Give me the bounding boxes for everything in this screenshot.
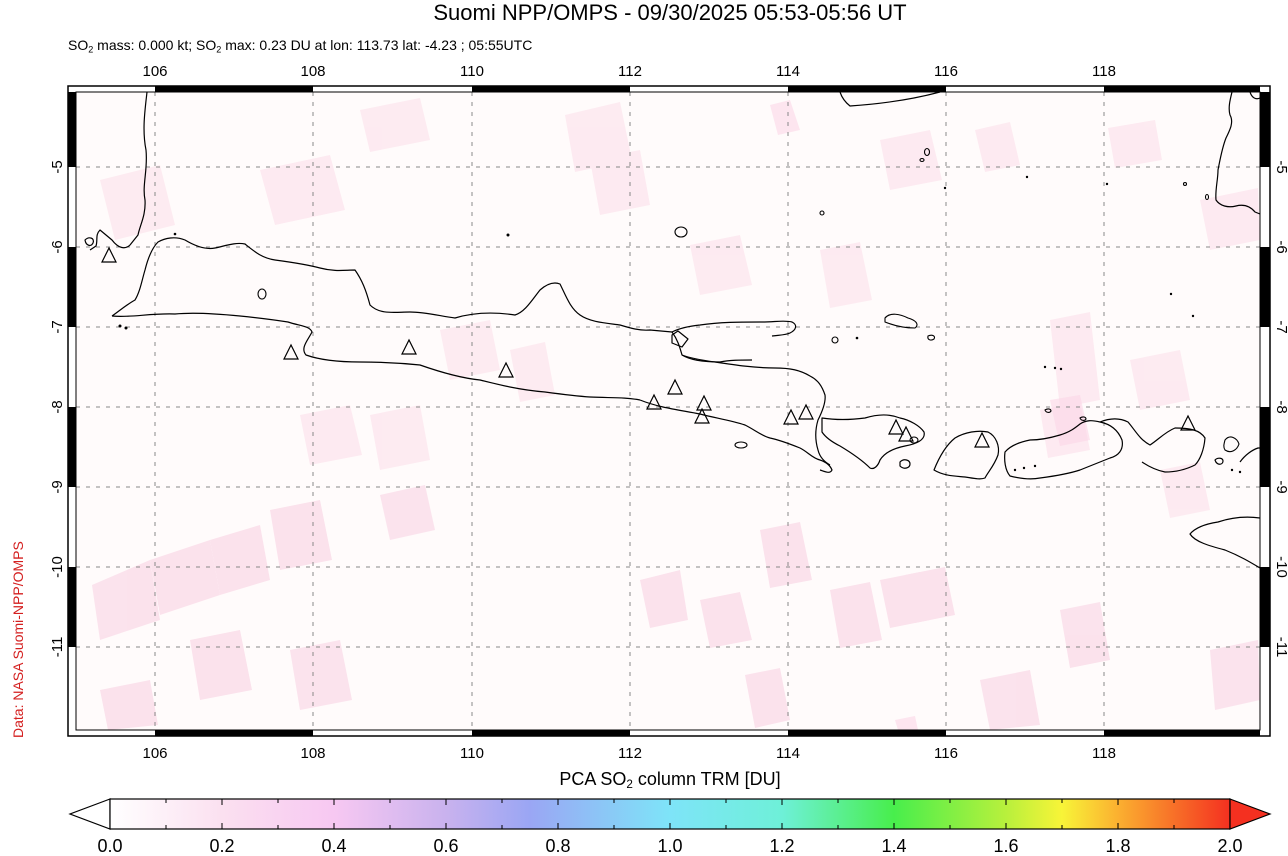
so2-label: SO — [196, 37, 217, 53]
triangle-icon — [283, 343, 299, 360]
lon-tick: 110 — [460, 63, 484, 80]
colorbar-tick: 1.8 — [1105, 836, 1131, 856]
map-title: Suomi NPP/OMPS - 09/30/2025 05:53-05:56 … — [433, 0, 907, 25]
lat-tick: -7 — [1273, 320, 1288, 333]
lat-tick: -10 — [49, 556, 66, 578]
lat-tick: -8 — [1273, 400, 1288, 413]
triangle-icon — [401, 338, 417, 355]
lat-tick: -11 — [49, 637, 66, 658]
triangle-icon — [696, 394, 712, 411]
lat-ticks-left: -5 -6 -7 -8 -9 -10 -11 — [49, 160, 66, 657]
colorbar-tick: 1.0 — [657, 836, 683, 856]
lon-tick: 116 — [934, 745, 958, 762]
colorbar-tick: 0.6 — [433, 836, 459, 856]
lat-tick: -8 — [49, 400, 66, 413]
colorbar-tick: 0.8 — [545, 836, 571, 856]
colorbar-over-arrow — [1229, 798, 1272, 830]
lon-ticks-bottom: 106 108 110 112 114 116 118 — [142, 745, 1115, 762]
colorbar-tick: 2.0 — [1217, 836, 1243, 856]
colorbar-tick: 1.2 — [769, 836, 795, 856]
so2-subscript: 2 — [88, 44, 94, 55]
lat-tick: -9 — [49, 480, 66, 493]
triangle-icon — [667, 378, 683, 395]
lat-ticks-right: -5 -6 -7 -8 -9 -10 -11 — [1273, 160, 1288, 657]
triangle-icon — [888, 418, 904, 435]
lat-tick: -6 — [49, 240, 66, 253]
so2-subscript: 2 — [216, 44, 222, 55]
lon-tick: 118 — [1092, 63, 1116, 80]
lon-ticks-top: 106 108 110 112 114 116 118 — [142, 63, 1115, 80]
colorbar-label-post: column TRM [DU] — [632, 769, 781, 789]
graticule — [76, 92, 1260, 730]
coastlines — [84, 92, 1260, 569]
triangle-icon — [783, 408, 799, 425]
map-frame — [67, 85, 1271, 737]
lon-tick: 114 — [776, 745, 800, 762]
triangle-icon — [646, 393, 662, 410]
lon-tick: 106 — [142, 745, 167, 762]
lat-tick: -5 — [49, 160, 66, 173]
so2-max-text: max: 0.23 DU at lon: 113.73 lat: -4.23 ;… — [221, 37, 533, 53]
colorbar-tick: 1.4 — [881, 836, 907, 856]
triangle-icon — [1180, 414, 1196, 431]
lon-tick: 116 — [934, 63, 958, 80]
colorbar-label-pre: PCA SO — [559, 769, 627, 789]
lat-tick: -11 — [1273, 637, 1288, 658]
colorbar-label: PCA SO2 column TRM [DU] — [0, 768, 1288, 796]
triangle-icon — [694, 407, 710, 424]
triangle-icon — [101, 246, 117, 263]
lon-tick: 110 — [460, 745, 484, 762]
volcano-markers — [101, 246, 1196, 448]
triangle-icon — [498, 361, 514, 378]
so2-mass-text: mass: 0.000 kt; — [93, 37, 197, 53]
so2-label: SO — [68, 37, 89, 53]
lat-tick: -5 — [1273, 160, 1288, 173]
colorbar-label-sub: 2 — [626, 777, 633, 791]
lat-tick: -7 — [49, 320, 66, 333]
lon-tick: 112 — [618, 63, 642, 80]
lon-tick: 108 — [300, 63, 325, 80]
so2-summary: SO2 mass: 0.000 kt; SO2 max: 0.23 DU at … — [68, 36, 532, 58]
lat-tick: -10 — [1273, 556, 1288, 578]
colorbar-tick: 0.2 — [209, 836, 235, 856]
lon-tick: 118 — [1092, 745, 1116, 762]
colorbar-under-arrow — [68, 798, 111, 830]
triangle-icon — [798, 403, 814, 420]
lon-tick: 106 — [142, 63, 167, 80]
triangle-icon — [898, 425, 914, 442]
so2-field — [76, 92, 1260, 730]
colorbar-tick: 0.4 — [321, 836, 347, 856]
lat-tick: -6 — [1273, 240, 1288, 253]
lat-tick: -9 — [1273, 480, 1288, 493]
lon-tick: 114 — [776, 63, 800, 80]
colorbar-tick: 1.6 — [993, 836, 1019, 856]
colorbar-tick: 0.0 — [97, 836, 123, 856]
colorbar — [68, 798, 1272, 830]
lon-tick: 108 — [300, 745, 325, 762]
lon-tick: 112 — [618, 745, 642, 762]
triangle-icon — [974, 431, 990, 448]
